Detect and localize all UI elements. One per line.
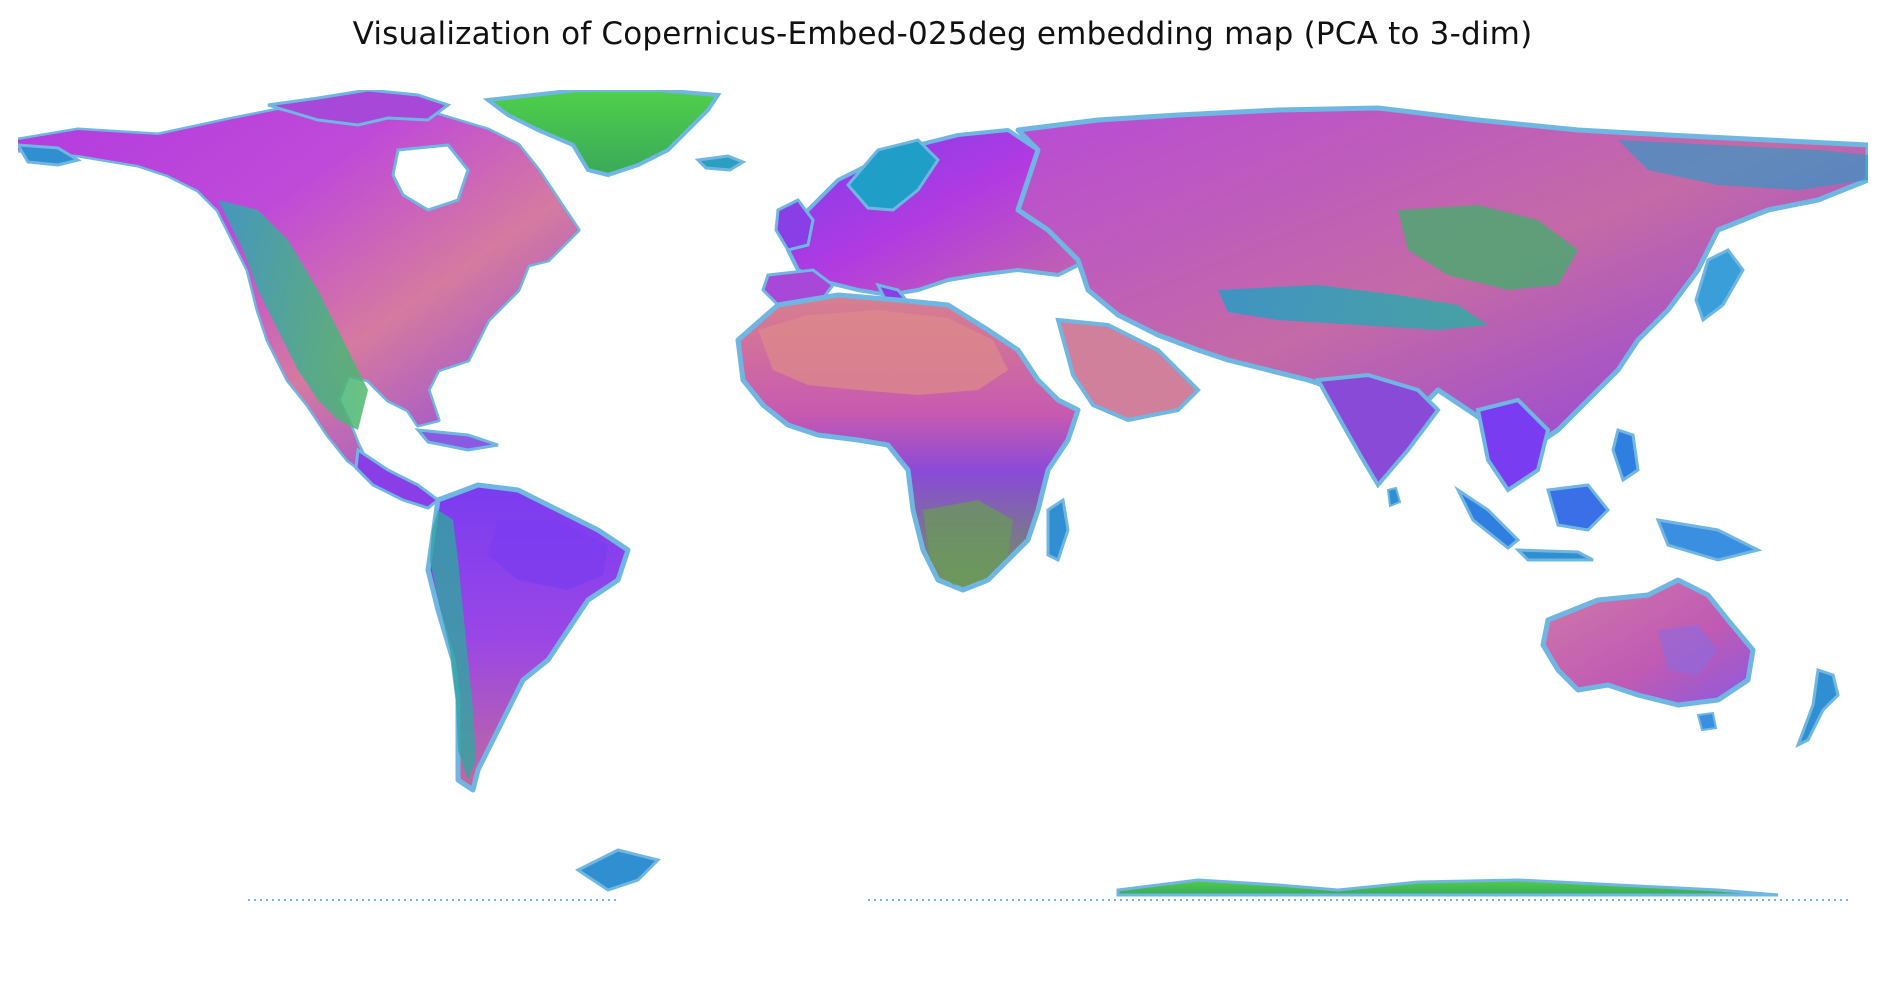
region-greenland: [482, 90, 747, 178]
central-asia-green: [1398, 205, 1578, 290]
canadian-arctic-islands: [267, 90, 452, 127]
australia-interior-violet: [1658, 625, 1718, 675]
central-america: [354, 447, 441, 510]
sri-lanka: [1386, 486, 1402, 508]
region-arabia: [1055, 317, 1201, 423]
brazil-east: [488, 520, 608, 590]
north-america-west-coast: [218, 200, 368, 430]
new-zealand: [1795, 668, 1840, 749]
andes-west-coast: [430, 510, 476, 780]
southeast-asia: [1475, 397, 1551, 493]
japan: [1694, 248, 1745, 323]
figure-title: Visualization of Copernicus-Embed-025deg…: [352, 16, 1533, 52]
greenland-land: [482, 90, 722, 178]
region-antarctica: [248, 848, 1848, 901]
southern-africa: [923, 500, 1013, 585]
world-map: [18, 90, 1868, 901]
region-south-america: [425, 482, 631, 793]
australia-land: [1540, 577, 1756, 708]
scandinavia: [846, 138, 940, 212]
region-north-america: [18, 90, 581, 510]
borneo: [1546, 483, 1611, 532]
tasmania: [1696, 711, 1718, 732]
antarctic-peninsula: [575, 848, 661, 892]
himalaya-teal: [1218, 285, 1488, 330]
antarctica-east-ice: [1116, 878, 1779, 897]
iceland: [694, 154, 747, 172]
alaska-peninsula: [18, 143, 82, 167]
region-asia: [1015, 105, 1868, 508]
hudson-bay: [391, 143, 470, 212]
madagascar: [1046, 497, 1070, 563]
new-guinea: [1655, 518, 1763, 562]
philippines: [1611, 428, 1640, 483]
sahara: [758, 310, 1008, 395]
siberia-east-teal: [1618, 140, 1868, 190]
region-australia: [1540, 577, 1840, 749]
british-isles: [774, 198, 815, 252]
arabian-peninsula: [1055, 317, 1201, 423]
cuba: [414, 428, 499, 452]
indian-subcontinent: [1314, 372, 1441, 489]
region-europe: [761, 128, 1090, 322]
java: [1514, 548, 1594, 562]
sumatra: [1454, 485, 1521, 550]
region-indonesia: [1454, 428, 1763, 562]
region-africa: [735, 292, 1081, 593]
